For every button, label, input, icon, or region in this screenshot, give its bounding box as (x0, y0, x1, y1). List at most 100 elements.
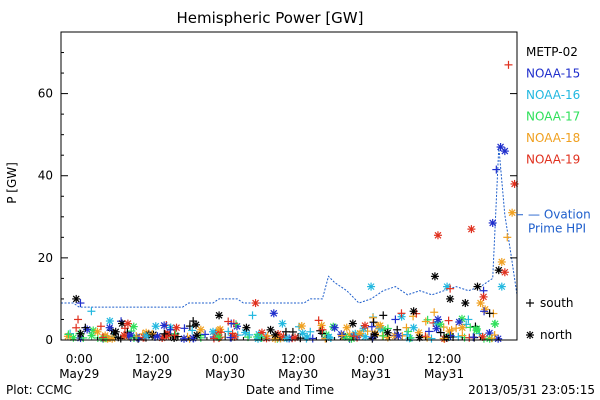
background-point (454, 332, 463, 341)
background-point (367, 322, 376, 331)
data-point (248, 311, 257, 320)
ovation-prime-line-layer (61, 146, 518, 308)
background-point (298, 329, 307, 338)
background-point (224, 327, 233, 336)
data-point (215, 311, 224, 320)
series-noaa-15 (76, 142, 509, 334)
marker-legend-north: north (540, 328, 572, 342)
data-point (492, 165, 501, 174)
data-point (467, 225, 476, 234)
data-point (263, 331, 272, 340)
series-legend: METP-02 NOAA-15 NOAA-16 NOAA-17 NOAA-18 NOAA-… (526, 45, 580, 167)
background-point (337, 330, 346, 339)
data-point (367, 282, 376, 291)
data-point (105, 323, 114, 332)
background-point (288, 327, 297, 336)
plot-frame (60, 31, 518, 341)
background-point (491, 319, 500, 328)
background-point (72, 323, 81, 332)
background-point (308, 334, 317, 343)
data-point (209, 327, 217, 336)
plot-credit: Plot: CCMC (6, 383, 72, 397)
background-point (349, 332, 358, 341)
data-point (160, 329, 169, 338)
data-point (81, 323, 90, 332)
marker-legend-south: south (540, 296, 574, 310)
background-point (472, 326, 481, 335)
data-point (488, 218, 497, 227)
background-point (278, 319, 287, 328)
y-tick-label: 20 (38, 251, 53, 265)
background-point (393, 325, 402, 334)
background-point (423, 315, 432, 324)
background-point (466, 323, 475, 332)
data-point (376, 321, 385, 330)
background-point (487, 334, 496, 343)
background-point (108, 334, 117, 343)
background-point (185, 322, 194, 331)
data-point (476, 299, 485, 308)
data-point (242, 323, 251, 332)
background-point (254, 334, 263, 343)
background-point (436, 328, 445, 337)
data-point (497, 282, 506, 291)
series-noaa-19 (74, 60, 519, 334)
x-tick-date: May29 (132, 367, 172, 381)
legend-item-noaa-17: NOAA-17 (526, 110, 580, 124)
x-tick-time: 0:00 (212, 352, 239, 366)
data-point (433, 315, 442, 324)
background-point (173, 332, 182, 341)
chart-title: Hemispheric Power [GW] (177, 9, 364, 27)
background-point (368, 313, 377, 322)
data-point (461, 299, 470, 308)
satellite-points-layer (72, 60, 519, 342)
data-point (251, 299, 260, 308)
ovation-legend-label: Prime HPI (528, 222, 586, 236)
marker-legend-symbol (526, 299, 534, 307)
data-point (281, 327, 290, 336)
background-point (76, 329, 85, 338)
y-axis-label: P [GW] (5, 162, 19, 204)
x-tick-time: 12:00 (281, 352, 316, 366)
data-point (430, 272, 439, 281)
background-point (480, 307, 489, 316)
data-point (123, 319, 132, 328)
x-tick-date: May29 (59, 367, 99, 381)
background-point (180, 334, 189, 343)
background-point (370, 330, 379, 339)
x-tick-time: 0:00 (66, 352, 93, 366)
background-point (271, 330, 280, 339)
data-point (330, 323, 339, 332)
data-point (503, 233, 512, 242)
background-point (79, 333, 88, 342)
data-point (409, 307, 418, 316)
data-point (500, 147, 509, 156)
background-point (394, 331, 403, 340)
background-point (160, 321, 169, 330)
data-point (494, 266, 503, 275)
data-point (379, 311, 388, 320)
ovation-legend-label: — Ovation (528, 208, 591, 222)
legend-item-noaa-15: NOAA-15 (526, 67, 580, 81)
background-point (120, 324, 129, 333)
marker-legend-symbol (526, 331, 534, 339)
data-point (479, 292, 488, 301)
background-point (201, 330, 210, 339)
series-noaa-17 (129, 331, 388, 342)
background-point (192, 331, 201, 340)
background-point (189, 317, 198, 326)
background-point (430, 308, 439, 317)
data-point (421, 317, 430, 326)
background-point (83, 325, 92, 334)
data-point (500, 268, 509, 277)
data-point (87, 307, 96, 316)
plot-timestamp: 2013/05/31 23:05:15 (468, 383, 595, 397)
background-point (216, 325, 225, 334)
x-tick-time: 12:00 (427, 352, 462, 366)
background-point (455, 318, 464, 327)
legend-item-noaa-19: NOAA-19 (526, 153, 580, 167)
data-point (196, 325, 205, 334)
x-tick-date: May31 (424, 367, 464, 381)
background-point (105, 317, 114, 326)
